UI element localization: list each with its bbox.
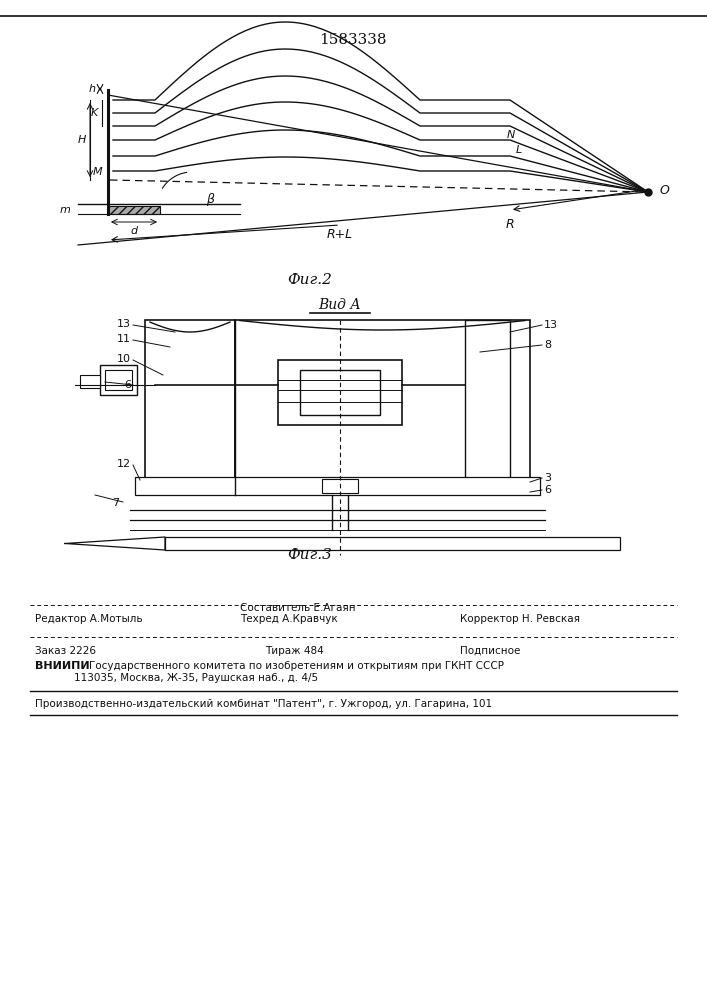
Text: Государственного комитета по изобретениям и открытиям при ГКНТ СССР: Государственного комитета по изобретения… (89, 661, 504, 671)
Text: M: M (93, 167, 102, 177)
Text: β: β (206, 194, 214, 207)
Text: L: L (516, 145, 522, 155)
Text: O: O (660, 184, 670, 198)
Text: Корректор Н. Ревская: Корректор Н. Ревская (460, 614, 580, 624)
Text: Техред А.Кравчук: Техред А.Кравчук (240, 614, 338, 624)
Text: 8: 8 (544, 340, 551, 350)
Text: 12: 12 (117, 459, 131, 469)
Text: 113035, Москва, Ж-35, Раушская наб., д. 4/5: 113035, Москва, Ж-35, Раушская наб., д. … (35, 673, 318, 683)
Bar (165, 537, 620, 550)
Bar (278, 360, 402, 425)
Text: Вид А: Вид А (319, 298, 361, 312)
Text: 13: 13 (117, 319, 131, 329)
Text: m: m (59, 205, 70, 215)
Text: h: h (89, 84, 96, 94)
Text: 7: 7 (112, 498, 119, 508)
Bar (100, 365, 137, 395)
Text: H: H (78, 135, 86, 145)
Text: K: K (90, 108, 98, 118)
Text: R: R (506, 218, 514, 231)
Text: 6: 6 (544, 485, 551, 495)
Bar (108, 206, 160, 214)
Text: Фиг.3: Фиг.3 (288, 548, 332, 562)
Text: Заказ 2226: Заказ 2226 (35, 646, 96, 656)
Text: Фиг.2: Фиг.2 (288, 273, 332, 287)
Text: Составитель Е.Агаян: Составитель Е.Агаян (240, 603, 356, 613)
Bar (322, 479, 358, 493)
Text: 6: 6 (124, 380, 131, 390)
Text: Редактор А.Мотыль: Редактор А.Мотыль (35, 614, 143, 624)
Bar (300, 370, 380, 415)
Bar (235, 320, 530, 495)
Text: ВНИИПИ: ВНИИПИ (35, 661, 90, 671)
Text: 10: 10 (117, 354, 131, 364)
Bar (465, 320, 510, 487)
Polygon shape (65, 537, 165, 550)
Bar (80, 375, 100, 388)
Text: 13: 13 (544, 320, 558, 330)
Bar (135, 477, 540, 495)
Text: Подписное: Подписное (460, 646, 520, 656)
Text: N: N (507, 130, 515, 140)
Bar (145, 320, 235, 495)
Text: Тираж 484: Тираж 484 (265, 646, 324, 656)
Bar (105, 370, 132, 390)
Text: d: d (130, 226, 138, 236)
Text: Производственно-издательский комбинат "Патент", г. Ужгород, ул. Гагарина, 101: Производственно-издательский комбинат "П… (35, 699, 492, 709)
Text: 3: 3 (544, 473, 551, 483)
Text: R+L: R+L (327, 228, 353, 241)
Text: 1583338: 1583338 (320, 33, 387, 47)
Text: 11: 11 (117, 334, 131, 344)
